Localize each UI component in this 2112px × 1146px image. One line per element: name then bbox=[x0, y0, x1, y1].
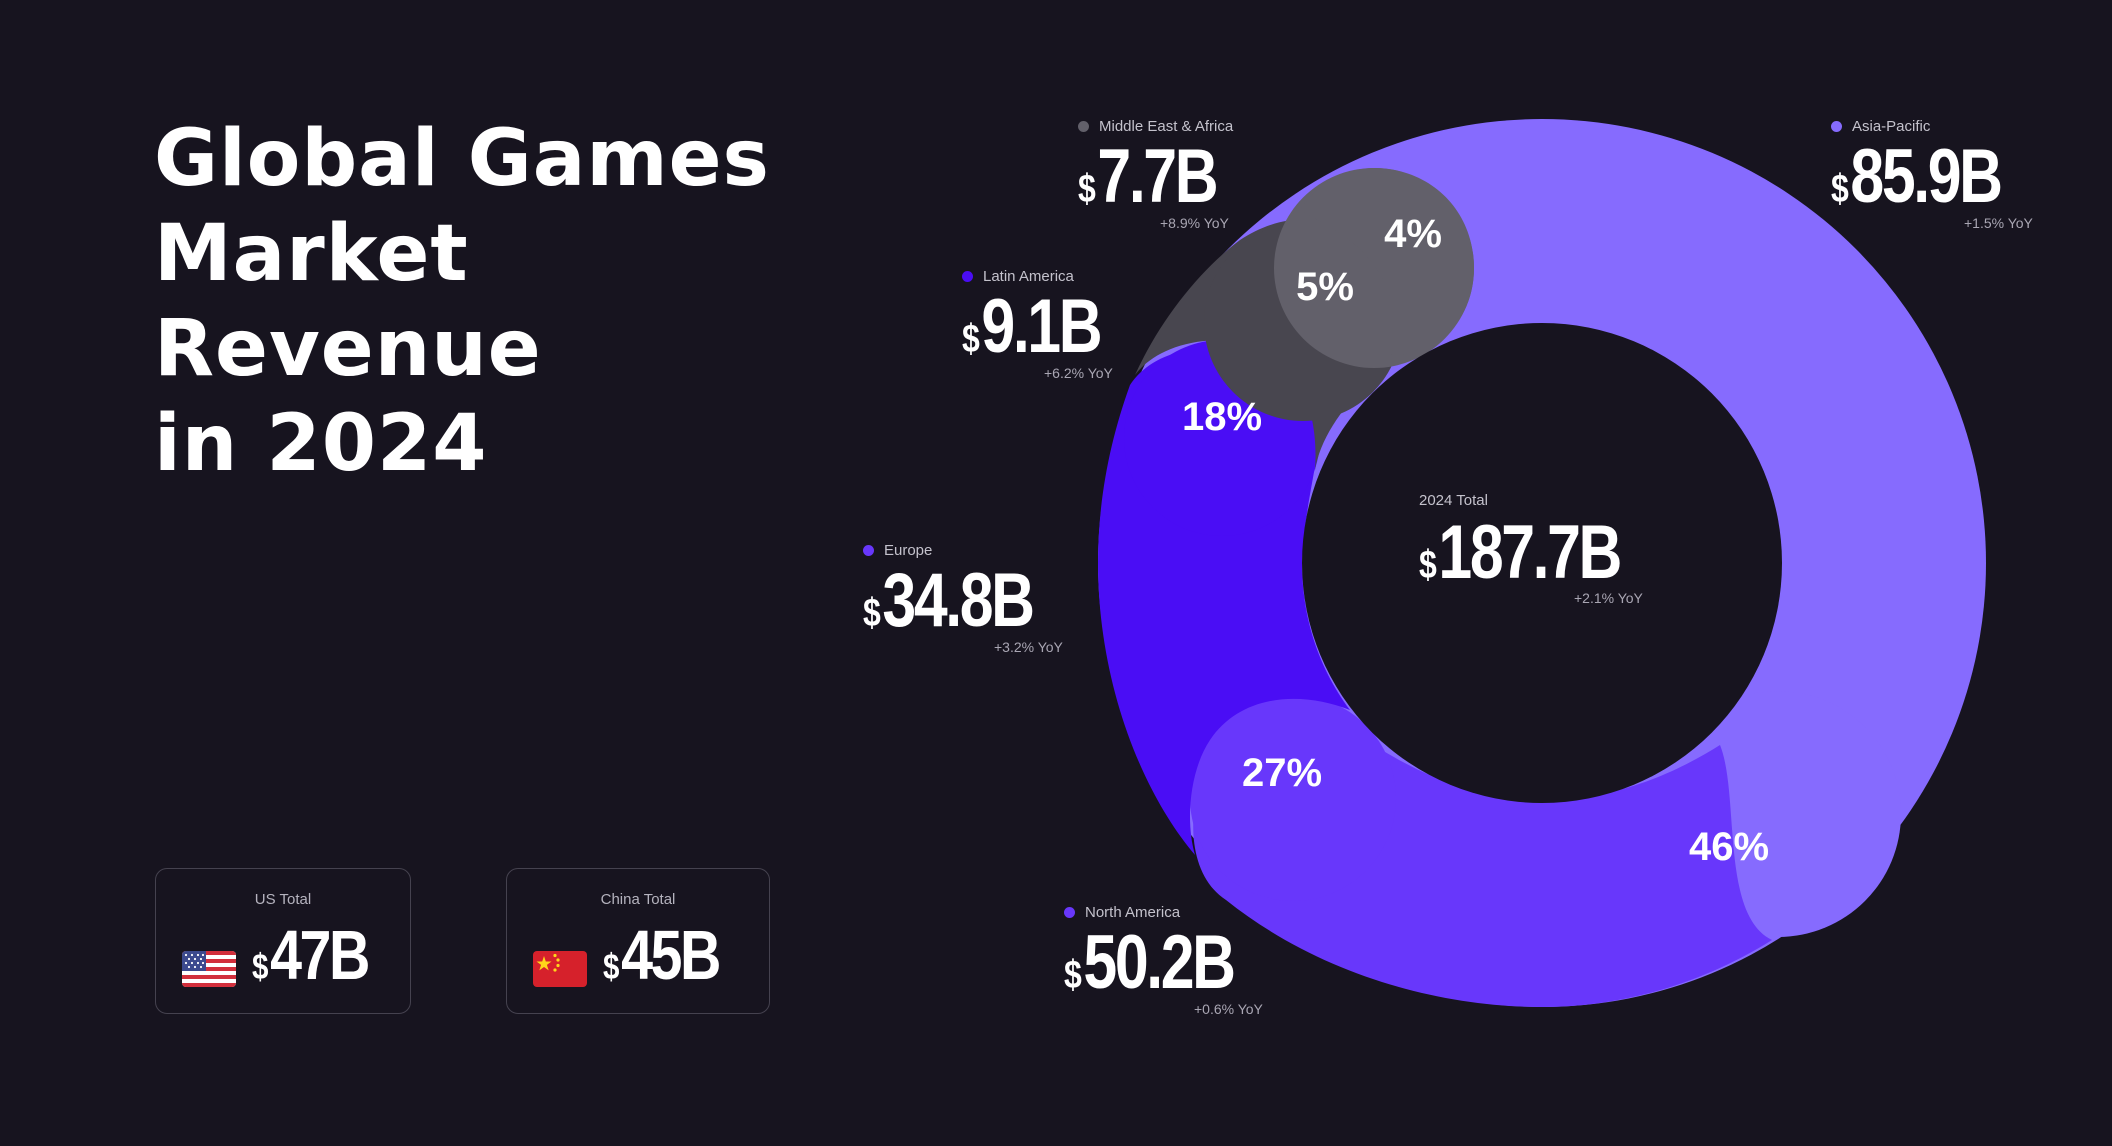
currency-symbol: $ bbox=[1419, 543, 1437, 587]
region-label-europe: Europe $34.8B +3.2% YoY bbox=[863, 541, 1075, 655]
region-name-europe: Europe bbox=[884, 541, 933, 559]
region-value-latin-america: $9.1B bbox=[962, 284, 1103, 379]
total-amount: 187.7B bbox=[1438, 510, 1622, 595]
region-amount-north-america: 50.2B bbox=[1083, 920, 1236, 1005]
pct-label-latin-america: 5% bbox=[1296, 265, 1354, 309]
pct-label-mea: 4% bbox=[1384, 212, 1442, 256]
region-yoy-europe: +3.2% YoY bbox=[994, 639, 1063, 655]
donut-hole bbox=[1302, 323, 1782, 803]
region-yoy-asia-pacific: +1.5% YoY bbox=[1964, 215, 2033, 231]
china-total-card: China Total $45B bbox=[506, 868, 770, 1014]
region-yoy-north-america: +0.6% YoY bbox=[1194, 1001, 1263, 1017]
us-flag-icon bbox=[182, 951, 236, 987]
region-value-north-america: $50.2B bbox=[1064, 920, 1236, 1015]
segment-north-america-cap bbox=[1190, 695, 1396, 901]
region-value-mea: $7.7B bbox=[1078, 134, 1219, 229]
region-amount-asia-pacific: 85.9B bbox=[1850, 134, 2003, 219]
legend-dot-north-america bbox=[1064, 906, 1075, 918]
region-yoy-latin-america: +6.2% YoY bbox=[1044, 365, 1113, 381]
pct-label-north-america: 27% bbox=[1242, 751, 1322, 795]
region-value-europe: $34.8B bbox=[863, 558, 1035, 653]
us-total-amount: 47B bbox=[270, 916, 370, 994]
page-title: Global Games Market Revenue in 2024 bbox=[154, 112, 874, 492]
region-name-asia-pacific: Asia-Pacific bbox=[1852, 117, 1931, 135]
region-label-north-america: North America $50.2B +0.6% YoY bbox=[1064, 903, 1276, 1017]
currency-symbol: $ bbox=[252, 946, 269, 987]
region-label-asia-pacific: Asia-Pacific $85.9B +1.5% YoY bbox=[1831, 117, 2043, 231]
region-value-asia-pacific: $85.9B bbox=[1831, 134, 2003, 229]
us-total-card: US Total $47B bbox=[155, 868, 411, 1014]
segment-mea-tail bbox=[1300, 168, 1474, 360]
region-name-latin-america: Latin America bbox=[983, 267, 1074, 285]
region-amount-latin-america: 9.1B bbox=[981, 284, 1102, 369]
region-amount-mea: 7.7B bbox=[1097, 134, 1218, 219]
total-yoy: +2.1% YoY bbox=[1574, 590, 1643, 606]
pct-label-europe: 18% bbox=[1182, 395, 1262, 439]
title-line-1: Global Games bbox=[154, 114, 770, 204]
title-line-2: Market Revenue bbox=[154, 209, 542, 394]
region-label-mea: Middle East & Africa $7.7B +8.9% YoY bbox=[1078, 117, 1251, 231]
region-name-mea: Middle East & Africa bbox=[1099, 117, 1234, 135]
region-amount-europe: 34.8B bbox=[882, 558, 1035, 643]
china-total-value: $45B bbox=[603, 916, 721, 1005]
total-label: 2024 Total bbox=[1419, 492, 1488, 509]
region-name-north-america: North America bbox=[1085, 903, 1181, 921]
legend-dot-latin-america bbox=[962, 270, 973, 282]
region-yoy-mea: +8.9% YoY bbox=[1160, 215, 1229, 231]
legend-dot-mea bbox=[1078, 120, 1089, 132]
currency-symbol: $ bbox=[603, 946, 620, 987]
currency-symbol: $ bbox=[962, 317, 980, 361]
pct-label-asia-pacific: 46% bbox=[1689, 825, 1769, 869]
title-line-3: in 2024 bbox=[154, 399, 488, 489]
china-total-amount: 45B bbox=[621, 916, 721, 994]
legend-dot-europe bbox=[863, 544, 874, 556]
currency-symbol: $ bbox=[1831, 167, 1849, 211]
total-block: 2024 Total $187.7B +2.1% YoY bbox=[1419, 492, 1670, 606]
legend-dot-asia-pacific bbox=[1831, 120, 1842, 132]
currency-symbol: $ bbox=[863, 591, 881, 635]
region-label-latin-america: Latin America $9.1B +6.2% YoY bbox=[962, 267, 1135, 381]
china-flag-icon bbox=[533, 951, 587, 987]
currency-symbol: $ bbox=[1078, 167, 1096, 211]
total-value: $187.7B bbox=[1419, 510, 1622, 605]
china-total-label: China Total bbox=[600, 891, 676, 908]
us-total-label: US Total bbox=[254, 891, 312, 908]
us-total-value: $47B bbox=[252, 916, 370, 1005]
currency-symbol: $ bbox=[1064, 953, 1082, 997]
